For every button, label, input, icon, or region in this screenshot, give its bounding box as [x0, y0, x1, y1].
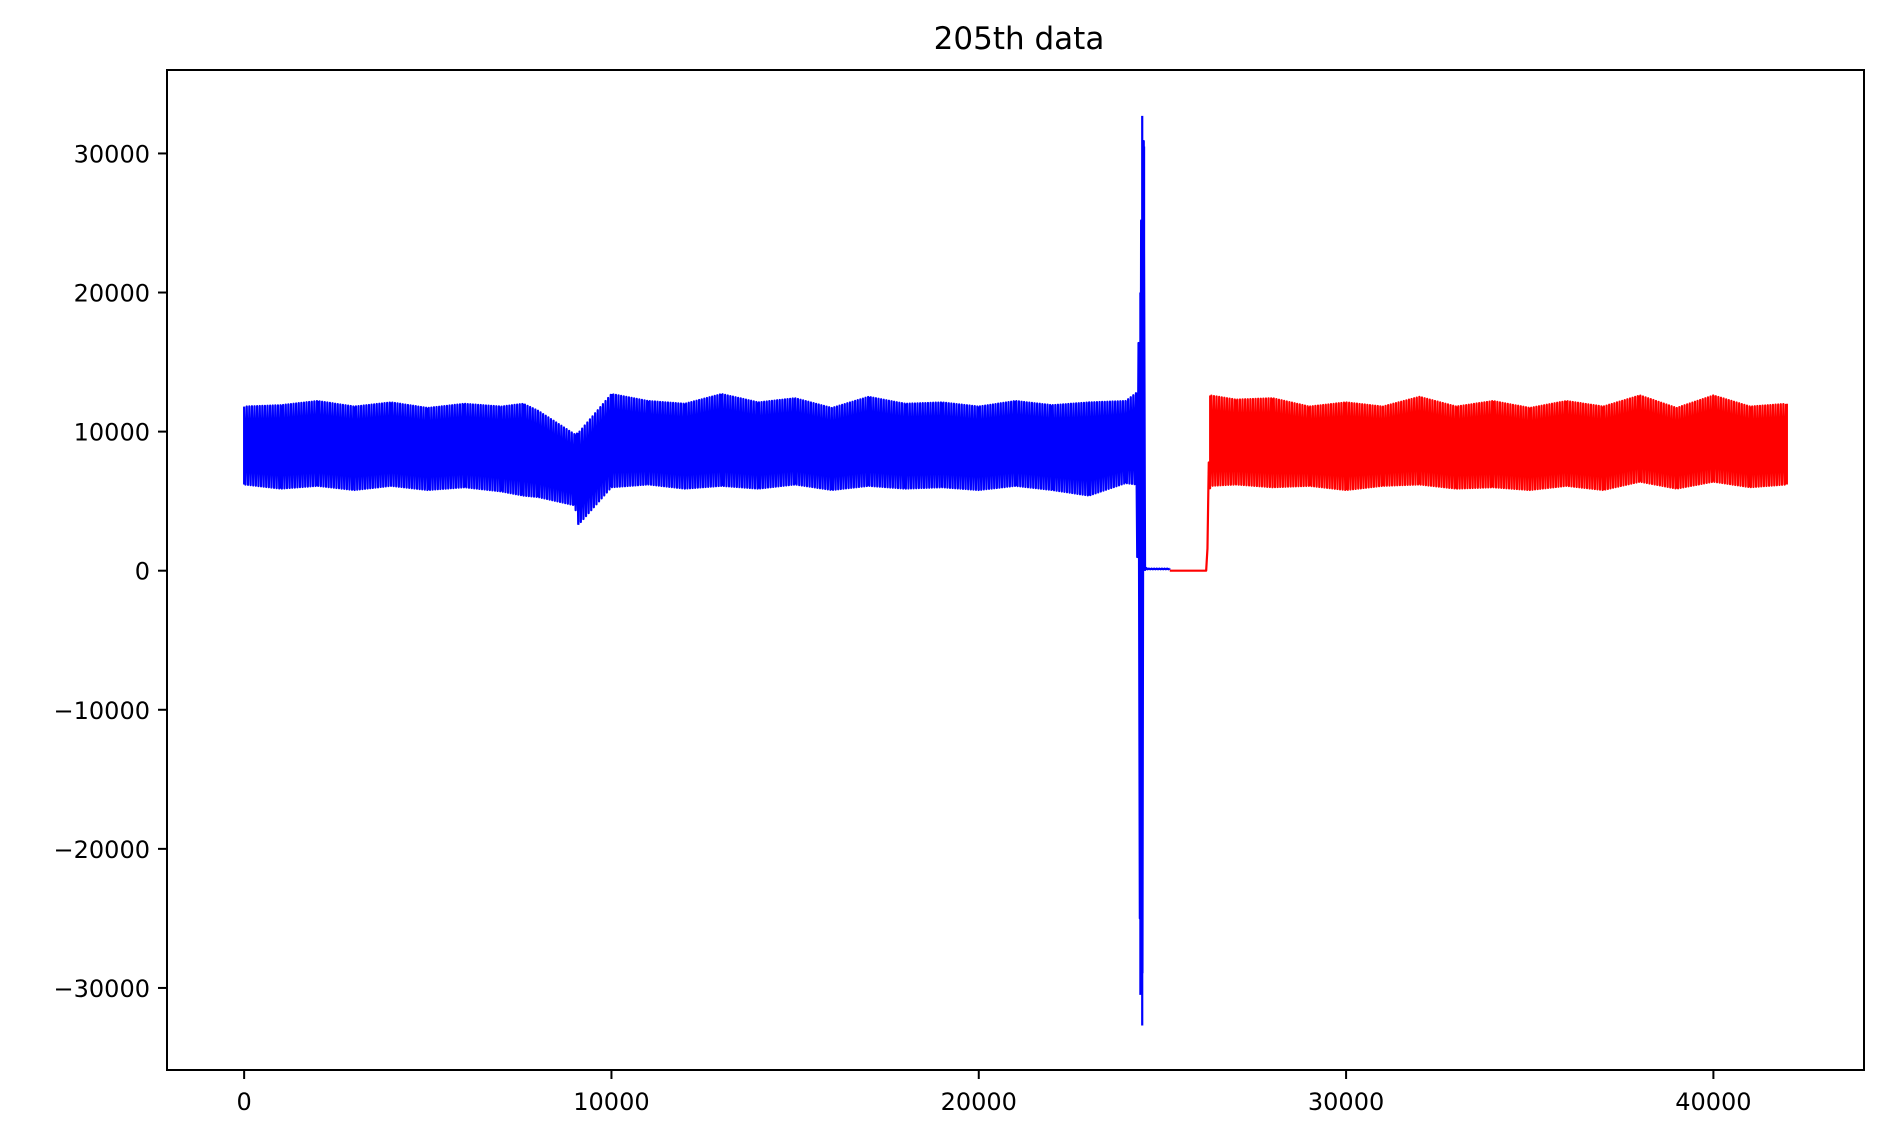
series-line-1	[1169, 394, 1788, 572]
y-tick-label: −10000	[54, 697, 150, 725]
y-tick-label: −30000	[54, 975, 150, 1003]
y-tick-label: 10000	[74, 419, 150, 447]
y-tick-label: −20000	[54, 836, 150, 864]
x-tick-label: 0	[236, 1088, 251, 1116]
x-tick-label: 10000	[573, 1088, 649, 1116]
plot-area: 0 10000 20000 30000 40000 −30000 −20000 −10000…	[54, 69, 1865, 1116]
series-line-0	[243, 115, 1171, 1026]
series-0	[243, 115, 1171, 1026]
chart-title: 205th data	[934, 21, 1105, 57]
x-axis: 0 10000 20000 30000 40000	[236, 1070, 1752, 1116]
y-tick-label: 0	[135, 558, 150, 586]
x-tick-label: 30000	[1308, 1088, 1384, 1116]
x-tick-label: 40000	[1675, 1088, 1751, 1116]
series-1	[1169, 394, 1788, 572]
y-axis: −30000 −20000 −10000 0 10000 20000 30000	[54, 140, 167, 1003]
axes-frame	[166, 69, 1865, 1071]
y-tick-label: 20000	[74, 280, 150, 308]
x-tick-label: 20000	[941, 1088, 1017, 1116]
series-layer	[243, 115, 1788, 1026]
y-tick-label: 30000	[74, 140, 150, 168]
